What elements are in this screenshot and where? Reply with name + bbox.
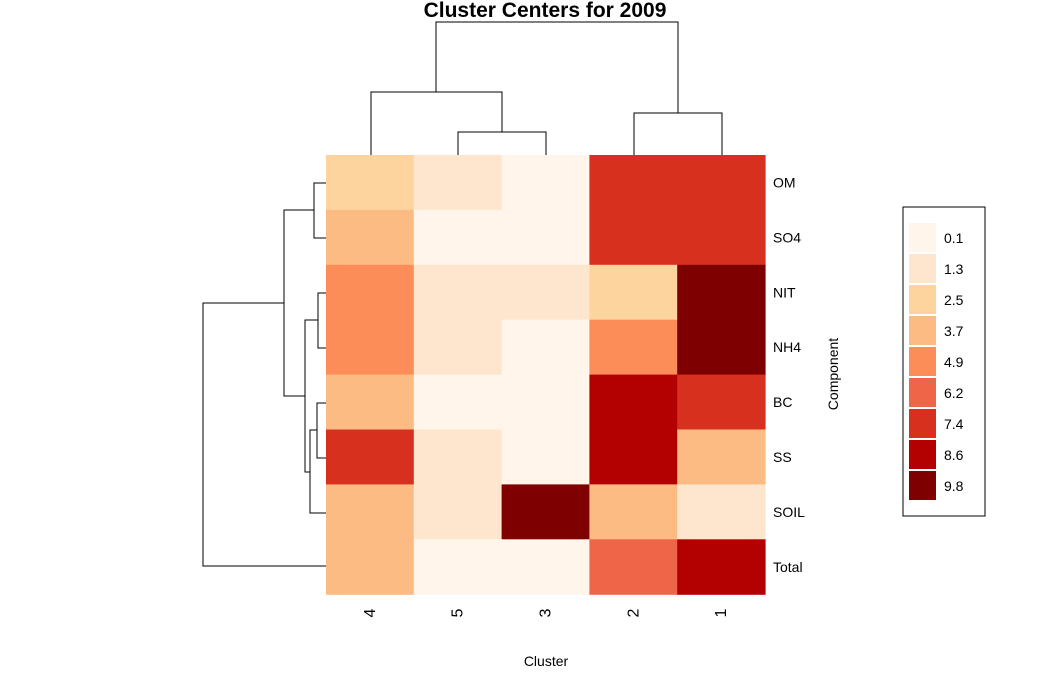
color-legend: 0.1 1.3 2.5 3.7 4.9 6.2 7.4 8.6 9.8 [902,206,986,517]
heatmap-cell [589,264,678,321]
heatmap-cell [677,209,766,266]
heatmap-cell [589,429,678,485]
column-label: 5 [450,608,467,617]
legend-swatch [909,223,936,252]
legend-label: 7.4 [944,416,964,432]
row-label: SOIL [773,504,805,520]
heatmap-cell [677,155,766,211]
heatmap-cell [589,319,678,376]
heatmap-cell [589,539,678,595]
heatmap-cell [413,209,503,266]
legend-label: 6.2 [944,385,964,401]
row-labels: OM SO4 NIT NH4 BC SS SOIL Total [773,174,805,574]
row-label: Total [773,559,803,575]
legend-swatch [909,409,936,438]
heatmap-cell [326,155,415,211]
legend-swatch [909,378,936,407]
heatmap-cell [326,484,415,540]
heatmap-cell [413,374,503,431]
heatmap-cell [677,539,766,595]
heatmap-cell [501,539,590,595]
row-label: NH4 [773,339,801,355]
heatmap-cell [677,319,766,376]
heatmap-cell [413,264,503,321]
legend-swatch [909,347,936,376]
row-dendrogram [202,182,326,567]
heatmap-cell [501,264,590,321]
heatmap-cell [677,264,766,321]
legend-swatch [909,316,936,345]
heatmap-cell [413,539,503,595]
row-label: SO4 [773,229,801,245]
heatmap-cell [589,209,678,266]
heatmap-cell [677,484,766,540]
column-dendrogram [370,21,723,155]
heatmap-cell [326,539,415,595]
heatmap-cell [589,484,678,540]
row-label: BC [773,394,792,410]
legend-label: 1.3 [944,261,964,277]
row-label: OM [773,174,796,190]
column-labels: 4 5 3 2 1 [362,608,730,617]
heatmap-cell [501,155,590,211]
heatmap-cell [677,374,766,431]
column-label: 3 [538,608,555,617]
y-axis-label: Component [825,338,841,410]
heatmap-cell [413,319,503,376]
row-label: NIT [773,284,796,300]
heatmap-cell [413,429,503,485]
heatmap-cell [589,155,678,211]
x-axis-label: Cluster [524,653,569,669]
heatmap-cell [501,429,590,485]
legend-swatch [909,285,936,314]
heatmap-cell [677,429,766,485]
heatmap-cell [501,374,590,431]
heatmap-cell [501,319,590,376]
column-label: 2 [625,608,642,617]
heatmap-cells [326,155,766,595]
legend-label: 8.6 [944,447,964,463]
legend-label: 3.7 [944,323,964,339]
row-label: SS [773,449,792,465]
legend-label: 0.1 [944,230,964,246]
heatmap-cell [501,209,590,266]
heatmap-cell [589,374,678,431]
heatmap-cell [501,484,590,540]
legend-label: 2.5 [944,292,964,308]
column-label: 1 [713,608,730,617]
heatmap-cell [326,264,415,321]
heatmap-cell [326,374,415,431]
heatmap-cell [413,155,503,211]
legend-label: 9.8 [944,478,964,494]
chart-title: Cluster Centers for 2009 [424,0,667,22]
legend-swatch [909,471,936,500]
heatmap-cell [413,484,503,540]
heatmap-cell [326,319,415,376]
heatmap-cell [326,209,415,266]
heatmap-cell [326,429,415,485]
column-label: 4 [362,608,379,617]
legend-swatch [909,440,936,469]
legend-swatch [909,254,936,283]
legend-label: 4.9 [944,354,964,370]
